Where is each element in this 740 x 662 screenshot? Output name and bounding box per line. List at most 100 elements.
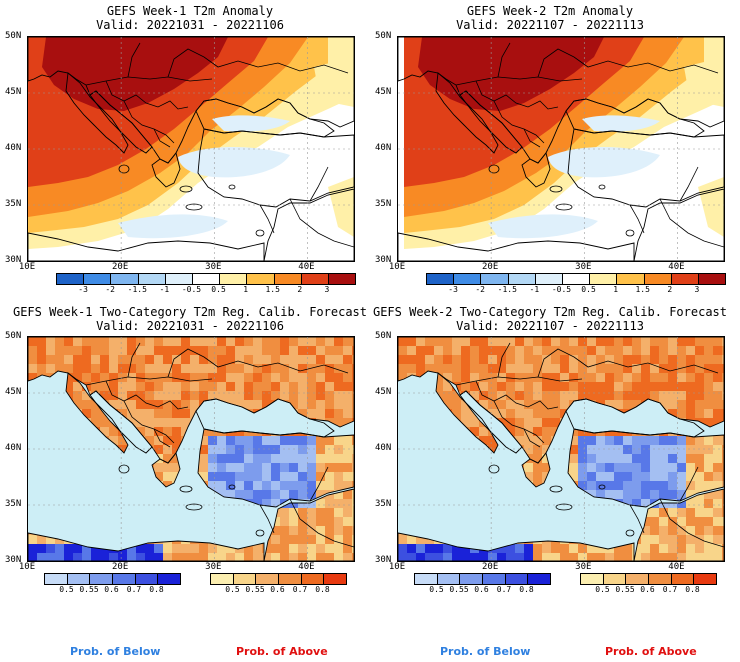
- longitude-label: 20E: [112, 562, 129, 572]
- colorbar-swatch: [508, 274, 536, 284]
- below-colorbar-week1: [44, 573, 181, 585]
- colorbar-swatch: [256, 574, 280, 584]
- colorbar-tick-label: -3: [448, 285, 458, 294]
- latitude-label: 45N: [375, 87, 392, 97]
- longitude-label: 40E: [298, 562, 315, 572]
- longitude-label: 10E: [18, 262, 36, 272]
- latitude-label: 30N: [375, 555, 392, 565]
- panel-title: GEFS Week-2 Two-Category T2m Reg. Calib.…: [372, 305, 727, 319]
- colorbar-tick-label: 0.8: [315, 585, 330, 594]
- colorbar-swatch: [649, 574, 672, 584]
- colorbar-tick-label: 3: [324, 285, 330, 294]
- latitude-label: 50N: [5, 31, 22, 41]
- colorbar-swatch: [324, 574, 347, 584]
- colorbar-swatch: [220, 274, 248, 284]
- colorbar-tick-label: 1: [243, 285, 249, 294]
- panel-title: GEFS Week-2 T2m Anomaly: [466, 4, 634, 18]
- colorbar-tick-label: 1: [613, 285, 619, 294]
- above-colorbar-week2: [580, 573, 717, 585]
- latitude-label: 30N: [375, 255, 392, 265]
- prob-below-label: Prob. of Below: [440, 645, 531, 658]
- colorbar-swatch: [603, 574, 627, 584]
- longitude-label: 10E: [388, 262, 406, 272]
- panel-title: GEFS Week-1 Two-Category T2m Reg. Calib.…: [12, 305, 367, 319]
- colorbar-tick-label: 0.8: [519, 585, 534, 594]
- colorbar-tick-label: -1: [159, 285, 170, 294]
- latitude-label: 30N: [5, 555, 22, 565]
- longitude-label: 40E: [298, 262, 315, 272]
- latitude-label: 50N: [375, 331, 392, 341]
- colorbar-tick-label: 0.8: [685, 585, 700, 594]
- colorbar-tick-label: -0.5: [551, 285, 572, 294]
- longitude-label: 30E: [205, 562, 222, 572]
- colorbar-tick-label: -2: [105, 285, 115, 294]
- latitude-label: 35N: [5, 199, 22, 209]
- colorbar-swatch: [111, 274, 139, 284]
- longitude-label: 40E: [668, 262, 685, 272]
- probability-field: [398, 337, 724, 561]
- probability-field: [28, 337, 354, 561]
- prob-above-label: Prob. of Above: [605, 645, 697, 658]
- longitude-label: 30E: [575, 562, 592, 572]
- colorbar-tick-label: 2: [667, 285, 673, 294]
- colorbar-tick-label: 3: [694, 285, 700, 294]
- colorbar-swatch: [427, 274, 455, 284]
- colorbar-tick-label: 2: [297, 285, 303, 294]
- colorbar-swatch: [57, 274, 85, 284]
- above-colorbar-week1: [210, 573, 347, 585]
- longitude-label: 30E: [205, 262, 222, 272]
- colorbar-tick-label: -1.5: [497, 285, 517, 294]
- latitude-label: 35N: [5, 499, 22, 509]
- prob-below-label: Prob. of Below: [70, 645, 161, 658]
- colorbar-tick-label: 0.55: [615, 585, 635, 594]
- colorbar-swatch: [694, 574, 717, 584]
- latitude-label: 35N: [375, 499, 392, 509]
- colorbar-swatch: [328, 274, 356, 284]
- colorbar-swatch: [84, 274, 112, 284]
- colorbar-tick-label: 0.5: [59, 585, 74, 594]
- colorbar-swatch: [460, 574, 484, 584]
- colorbar-swatch: [138, 274, 166, 284]
- below-colorbar-week2: [414, 573, 551, 585]
- colorbar-tick-label: -1: [529, 285, 540, 294]
- colorbar-swatch: [535, 274, 563, 284]
- colorbar-swatch: [67, 574, 91, 584]
- colorbar-tick-label: 0.5: [225, 585, 240, 594]
- panel-valid-dates: Valid: 20221031 - 20221106: [96, 18, 284, 32]
- latitude-label: 35N: [375, 199, 392, 209]
- colorbar-swatch: [247, 274, 275, 284]
- colorbar-tick-label: -2: [475, 285, 485, 294]
- colorbar-swatch: [581, 574, 604, 584]
- colorbar-tick-label: 0.6: [104, 585, 119, 594]
- latitude-label: 45N: [375, 387, 392, 397]
- colorbar-swatch: [528, 574, 551, 584]
- longitude-label: 10E: [18, 562, 36, 572]
- latitude-label: 50N: [375, 31, 392, 41]
- colorbar-tick-label: 0.6: [270, 585, 285, 594]
- colorbar-swatch: [698, 274, 726, 284]
- colorbar-tick-label: 0.5: [211, 285, 226, 294]
- longitude-label: 40E: [668, 562, 685, 572]
- colorbar-swatch: [617, 274, 645, 284]
- colorbar-swatch: [233, 574, 257, 584]
- longitude-label: 20E: [482, 262, 499, 272]
- colorbar-swatch: [135, 574, 159, 584]
- panel-valid-dates: Valid: 20221107 - 20221113: [456, 18, 644, 32]
- colorbar-tick-label: -1.5: [127, 285, 147, 294]
- colorbar-swatch: [505, 574, 529, 584]
- colorbar-swatch: [158, 574, 181, 584]
- colorbar-tick-label: 0.8: [149, 585, 164, 594]
- colorbar-tick-label: -0.5: [181, 285, 202, 294]
- colorbar-tick-label: 0.7: [126, 585, 142, 594]
- latitude-label: 45N: [5, 387, 22, 397]
- latitude-label: 40N: [5, 143, 22, 153]
- colorbar-tick-label: 0.5: [581, 285, 596, 294]
- longitude-label: 10E: [388, 562, 406, 572]
- latitude-label: 45N: [5, 87, 22, 97]
- latitude-label: 50N: [5, 331, 22, 341]
- colorbar-tick-label: 0.5: [429, 585, 444, 594]
- anomaly-colorbar-week2: [426, 273, 726, 285]
- probability-map-week2: [397, 336, 725, 562]
- colorbar-swatch: [437, 574, 461, 584]
- colorbar-tick-label: 1.5: [265, 285, 280, 294]
